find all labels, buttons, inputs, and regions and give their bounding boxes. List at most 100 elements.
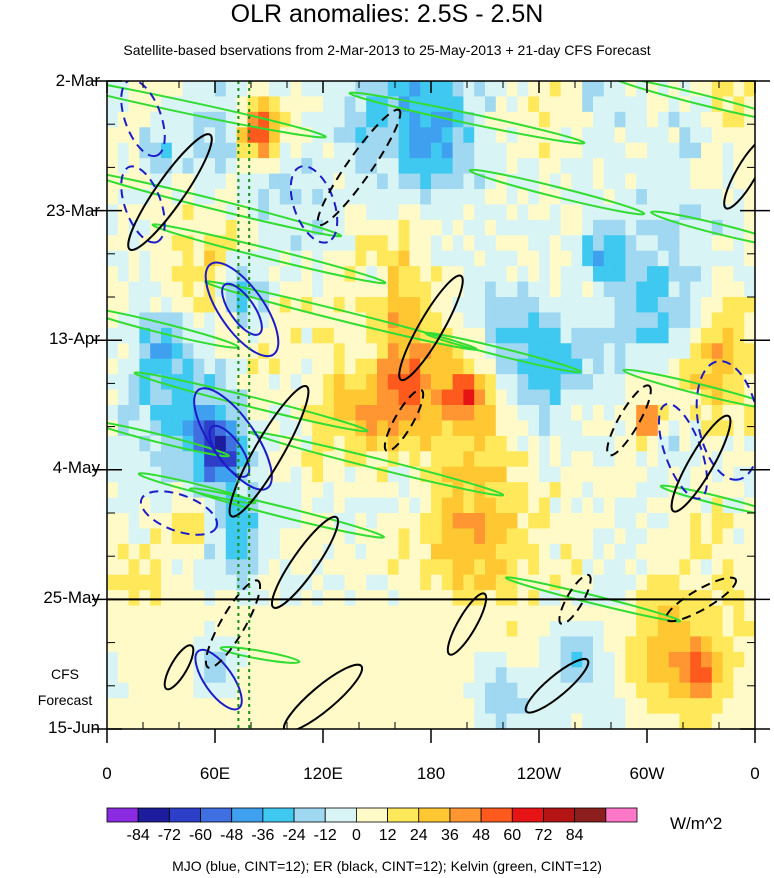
heat-cell: [204, 96, 216, 113]
heat-cell: [236, 266, 248, 283]
heat-cell: [549, 420, 562, 437]
heat-cell: [690, 420, 702, 437]
heat-cell: [161, 713, 173, 729]
heat-cell: [323, 482, 335, 499]
heat-cell: [690, 173, 702, 190]
heat-cell: [409, 682, 421, 699]
heat-cell: [647, 466, 659, 483]
heat-cell: [593, 204, 605, 221]
heat-cell: [420, 81, 432, 98]
heat-cell: [690, 497, 702, 514]
heat-cell: [528, 250, 540, 267]
heat-cell: [431, 590, 443, 607]
heat-cell: [506, 81, 518, 98]
heat-cell: [377, 713, 389, 729]
heat-cell: [204, 374, 216, 391]
heat-cell: [463, 81, 475, 98]
heat-cell: [420, 497, 432, 514]
heat-cell: [679, 405, 691, 422]
heat-cell: [636, 682, 648, 699]
heat-cell: [139, 142, 151, 159]
heat-cell: [549, 574, 562, 591]
heat-cell: [236, 389, 248, 406]
heat-cell: [474, 389, 486, 406]
heat-cell: [744, 281, 755, 298]
heat-cell: [539, 559, 551, 576]
heat-cell: [668, 111, 680, 128]
heat-cell: [312, 590, 324, 607]
heat-cell: [668, 574, 680, 591]
heat-cell: [193, 713, 205, 729]
heat-cell: [582, 435, 594, 452]
heat-cell: [269, 81, 281, 98]
heat-cell: [279, 96, 292, 113]
heat-cell: [701, 250, 713, 267]
heat-cell: [236, 250, 248, 267]
heat-cell: [722, 81, 734, 98]
heat-cell: [452, 374, 464, 391]
heat-cell: [452, 358, 464, 375]
heat-cell: [431, 266, 443, 283]
heat-cell: [279, 513, 292, 530]
heat-cell: [668, 343, 680, 360]
heat-cell: [193, 559, 205, 576]
heat-cell: [625, 543, 637, 560]
heat-cell: [560, 327, 572, 344]
heat-cell: [107, 574, 119, 591]
heat-cell: [517, 682, 529, 699]
heat-cell: [344, 312, 356, 329]
heat-cell: [679, 513, 691, 530]
heat-cell: [420, 158, 432, 175]
heat-cell: [344, 266, 356, 283]
heat-cell: [657, 250, 670, 267]
heat-cell: [355, 621, 367, 638]
heat-cell: [171, 482, 184, 499]
heat-cell: [517, 189, 529, 206]
heat-cell: [571, 127, 583, 144]
heat-cell: [236, 374, 248, 391]
heat-cell: [603, 497, 616, 514]
heat-cell: [549, 682, 562, 699]
heat-cell: [355, 127, 367, 144]
heat-cell: [528, 621, 540, 638]
heat-cell: [560, 543, 572, 560]
heat-cell: [333, 235, 346, 252]
heat-cell: [603, 281, 616, 298]
heat-cell: [182, 497, 194, 514]
heat-cell: [225, 189, 238, 206]
heat-cell: [463, 698, 475, 715]
heat-cell: [636, 142, 648, 159]
heat-cell: [528, 713, 540, 729]
er-contour: [524, 657, 590, 714]
heat-cell: [690, 204, 702, 221]
heat-cell: [398, 451, 410, 468]
heat-cell: [647, 358, 659, 375]
heat-cell: [171, 266, 184, 283]
heat-cell: [463, 250, 475, 267]
heat-cell: [539, 158, 551, 175]
heat-cell: [193, 682, 205, 699]
heat-cell: [107, 651, 119, 668]
heat-cell: [269, 374, 281, 391]
heat-cell: [236, 189, 248, 206]
heat-cell: [711, 420, 724, 437]
heat-cell: [636, 713, 648, 729]
heat-cell: [150, 327, 162, 344]
heat-cell: [290, 543, 302, 560]
heat-cell: [387, 235, 400, 252]
heat-cell: [668, 266, 680, 283]
heat-cell: [139, 497, 151, 514]
heat-cell: [377, 219, 389, 236]
heat-cell: [582, 204, 594, 221]
heat-cell: [355, 111, 367, 128]
heat-cell: [452, 667, 464, 684]
heat-cell: [603, 358, 616, 375]
heat-cell: [333, 189, 346, 206]
heat-cell: [431, 482, 443, 499]
er-contour: [398, 274, 464, 382]
heat-cell: [312, 420, 324, 437]
heat-cell: [495, 713, 508, 729]
heat-cell: [474, 420, 486, 437]
heat-cell: [290, 189, 302, 206]
